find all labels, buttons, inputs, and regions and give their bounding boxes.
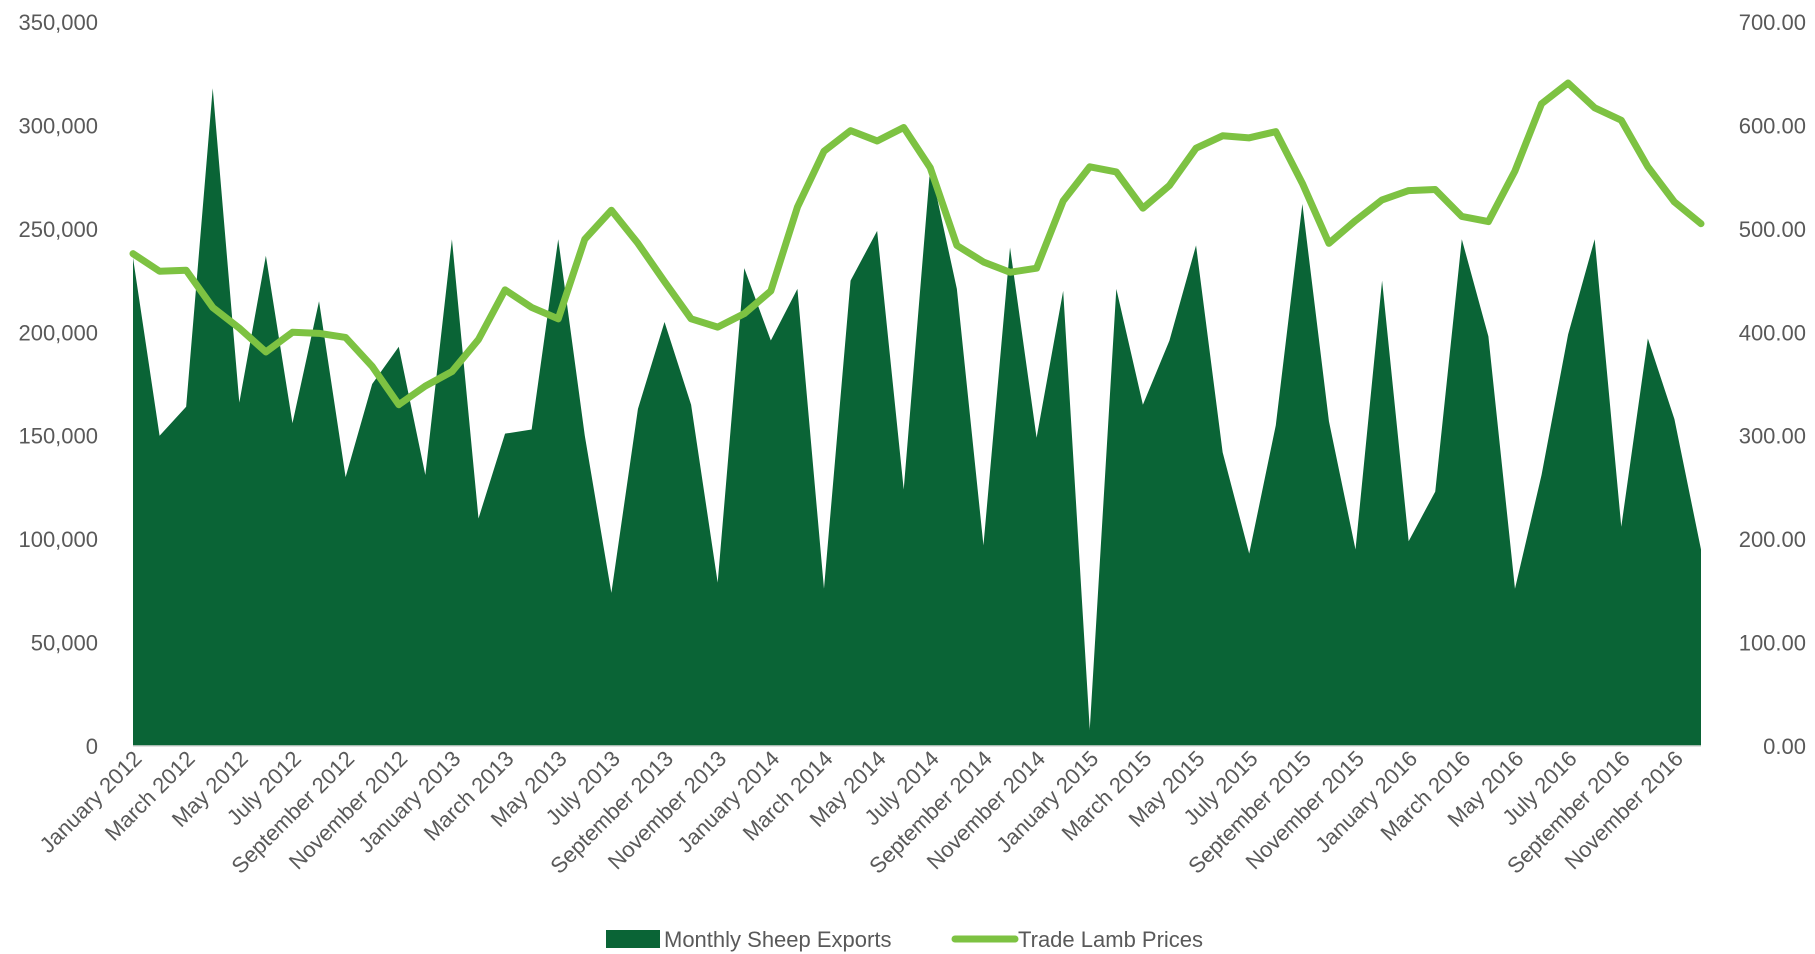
left-y-tick-label: 150,000 [18,424,98,449]
right-y-tick-label: 300.00 [1739,424,1806,449]
right-y-tick-label: 400.00 [1739,320,1806,345]
left-y-tick-label: 100,000 [18,527,98,552]
left-y-tick-label: 0 [86,734,98,759]
legend-swatch-exports [606,930,660,948]
left-y-tick-label: 350,000 [18,10,98,35]
legend: Monthly Sheep Exports Trade Lamb Prices [606,927,1203,952]
legend-label-exports: Monthly Sheep Exports [664,927,891,952]
left-y-axis: 0 50,000 100,000 150,000 200,000 250,000 300,0… [18,10,98,759]
series-area-exports [133,88,1701,746]
left-y-tick-label: 50,000 [31,631,98,656]
exports-area-layer [133,88,1701,746]
legend-label-prices: Trade Lamb Prices [1018,927,1203,952]
left-y-tick-label: 250,000 [18,217,98,242]
left-y-tick-label: 200,000 [18,320,98,345]
series-line-prices [129,79,1705,409]
prices-line-layer [129,79,1705,409]
right-y-tick-label: 600.00 [1739,113,1806,138]
right-y-tick-label: 700.00 [1739,10,1806,35]
right-y-tick-label: 200.00 [1739,527,1806,552]
right-y-tick-label: 100.00 [1739,631,1806,656]
right-y-tick-label: 500.00 [1739,217,1806,242]
right-y-tick-label: 0.00 [1763,734,1806,759]
right-y-axis: 0.00 100.00 200.00 300.00 400.00 500.00 600.00… [1739,10,1806,759]
left-y-tick-label: 300,000 [18,113,98,138]
